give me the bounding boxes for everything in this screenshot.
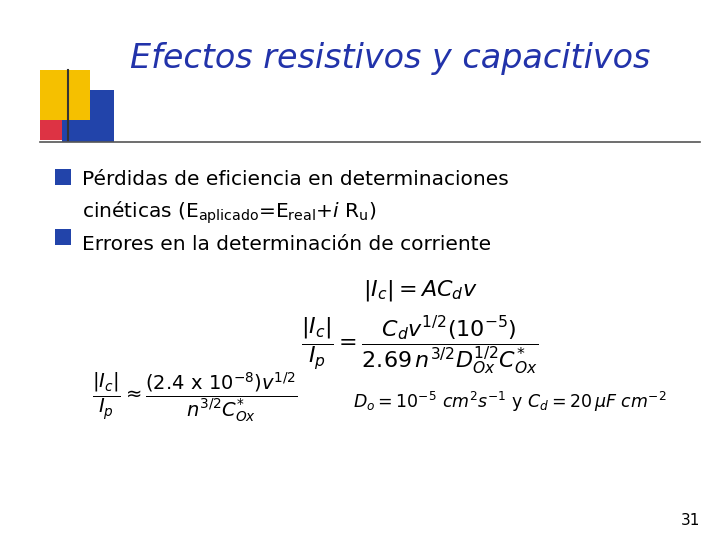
Text: $\dfrac{|I_c|}{I_p} = \dfrac{C_d v^{1/2}(10^{-5})}{2.69\,n^{3/2}D_{Ox}^{1/2}C_{O: $\dfrac{|I_c|}{I_p} = \dfrac{C_d v^{1/2}… xyxy=(301,315,539,377)
Bar xyxy=(55,169,71,185)
Bar xyxy=(55,229,71,245)
Bar xyxy=(40,105,75,140)
Text: Errores en la determinación de corriente: Errores en la determinación de corriente xyxy=(82,235,491,254)
Text: $\dfrac{|I_c|}{I_p} \approx \dfrac{(2.4\ \mathrm{x}\ 10^{-8})v^{1/2}}{n^{3/2}C_{: $\dfrac{|I_c|}{I_p} \approx \dfrac{(2.4\… xyxy=(92,370,298,424)
Text: Efectos resistivos y capacitivos: Efectos resistivos y capacitivos xyxy=(130,42,650,75)
Bar xyxy=(40,70,90,120)
Text: $D_o = 10^{-5}\ cm^2s^{-1}\ \mathrm{y}\ C_d = 20\,\mu F\ cm^{-2}$: $D_o = 10^{-5}\ cm^2s^{-1}\ \mathrm{y}\ … xyxy=(353,390,667,414)
Text: $|I_c| = AC_d v$: $|I_c| = AC_d v$ xyxy=(363,278,477,303)
Text: 31: 31 xyxy=(680,513,700,528)
Text: cinéticas (E$_{\mathregular{aplicado}}$=E$_{\mathregular{real}}$+$i$ R$_{\mathre: cinéticas (E$_{\mathregular{aplicado}}$=… xyxy=(82,200,376,226)
Bar xyxy=(62,90,114,142)
Text: Pérdidas de eficiencia en determinaciones: Pérdidas de eficiencia en determinacione… xyxy=(82,170,509,189)
